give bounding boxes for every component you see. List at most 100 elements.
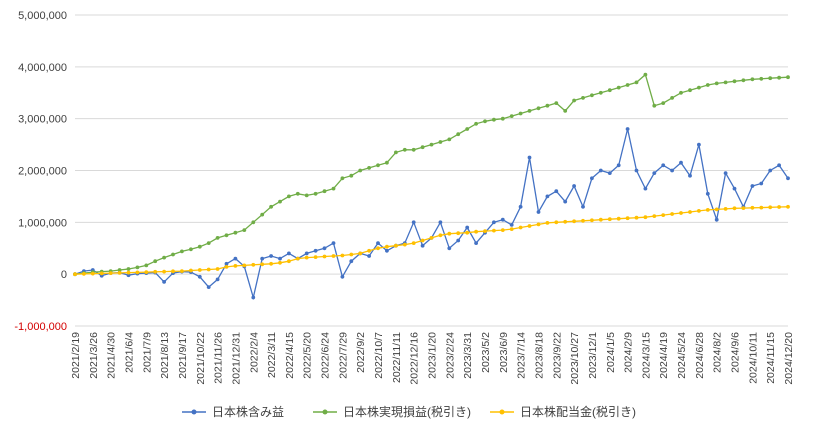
data-point — [670, 212, 674, 216]
x-tick-label: 2024/6/28 — [694, 332, 706, 379]
data-point — [652, 103, 657, 108]
data-point — [340, 274, 345, 279]
data-point — [474, 229, 478, 234]
data-point — [465, 225, 470, 230]
data-point — [304, 193, 309, 198]
data-point — [732, 186, 737, 191]
x-tick-label: 2022/2/4 — [248, 332, 260, 373]
data-point — [492, 220, 496, 225]
data-point — [331, 186, 336, 191]
x-tick-label: 2022/9/2 — [355, 332, 367, 373]
data-point — [295, 256, 300, 261]
data-point — [545, 221, 550, 225]
data-point — [224, 233, 229, 238]
data-point — [661, 213, 666, 218]
data-point — [144, 263, 149, 268]
data-point — [652, 171, 657, 176]
x-tick-label: 2022/11/11 — [391, 332, 403, 383]
x-tick-label: 2023/9/22 — [551, 332, 563, 379]
data-point — [340, 253, 345, 258]
y-tick-label: 2,000,000 — [18, 166, 67, 178]
data-point — [509, 114, 514, 118]
data-point — [126, 267, 131, 271]
data-point — [616, 216, 621, 221]
x-tick-label: 2023/3/31 — [462, 332, 474, 379]
data-point — [206, 285, 211, 289]
data-point — [144, 270, 149, 274]
data-point — [295, 191, 300, 196]
data-point — [723, 171, 728, 176]
data-point — [563, 199, 568, 204]
data-point — [545, 194, 550, 199]
legend-item: 日本株含み益 — [182, 404, 284, 419]
data-point — [171, 252, 175, 257]
x-tick-label: 2024/8/2 — [712, 332, 724, 373]
data-point — [679, 90, 683, 95]
data-point — [732, 206, 737, 211]
data-point — [483, 119, 487, 124]
data-point — [322, 246, 327, 251]
data-point — [714, 81, 719, 86]
data-point — [447, 137, 452, 142]
legend-label: 日本株実現損益(税引き) — [343, 404, 471, 419]
data-point — [162, 255, 167, 260]
data-point — [224, 265, 229, 269]
data-point — [260, 256, 265, 261]
x-tick-label: 2021/7/9 — [141, 332, 153, 373]
x-tick-label: 2024/11/15 — [765, 332, 777, 384]
data-point — [224, 261, 229, 266]
data-point — [625, 83, 630, 87]
data-point — [554, 220, 559, 225]
x-tick-label: 2022/12/16 — [409, 332, 421, 385]
data-point — [527, 109, 532, 113]
data-point — [741, 206, 746, 211]
data-point — [705, 208, 710, 212]
data-point — [420, 145, 425, 150]
x-tick-label: 2021/9/17 — [177, 332, 189, 379]
data-point — [509, 227, 514, 232]
data-point — [233, 230, 238, 235]
data-point — [278, 256, 282, 261]
data-point — [376, 246, 380, 251]
x-tick-label: 2024/10/11 — [747, 332, 759, 384]
data-point — [331, 241, 336, 246]
x-tick-label: 2023/1/20 — [427, 332, 439, 379]
data-point — [625, 216, 630, 221]
y-tick-label: 0 — [61, 269, 67, 281]
data-point — [518, 204, 523, 209]
data-point — [607, 88, 612, 93]
data-point — [260, 262, 265, 267]
data-point — [215, 236, 220, 240]
data-point — [750, 77, 755, 82]
x-tick-label: 2021/4/30 — [106, 332, 118, 379]
data-point — [500, 116, 505, 121]
data-point — [759, 181, 764, 186]
x-tick-label: 2023/2/24 — [444, 332, 456, 379]
data-point — [581, 96, 585, 100]
x-tick-label: 2024/4/19 — [658, 332, 670, 379]
data-point — [465, 230, 470, 235]
data-point — [598, 90, 603, 95]
series-line — [74, 73, 789, 275]
data-point — [269, 204, 273, 209]
data-point — [768, 205, 773, 210]
data-point — [536, 222, 541, 227]
data-point — [563, 219, 568, 224]
data-point — [385, 160, 389, 165]
data-point — [402, 147, 407, 152]
data-point — [233, 256, 238, 261]
data-point — [189, 268, 193, 273]
y-tick-label: 5,000,000 — [18, 10, 67, 22]
data-point — [483, 229, 487, 234]
data-point — [287, 251, 291, 256]
x-tick-label: 2024/2/9 — [623, 332, 635, 373]
data-point — [117, 268, 122, 272]
x-tick-label: 2022/4/15 — [284, 332, 296, 379]
data-point — [554, 101, 559, 105]
data-point — [670, 168, 674, 173]
data-point — [509, 223, 514, 227]
data-point — [394, 243, 398, 248]
data-point — [590, 218, 594, 223]
data-point — [527, 155, 532, 160]
data-point — [197, 268, 202, 272]
